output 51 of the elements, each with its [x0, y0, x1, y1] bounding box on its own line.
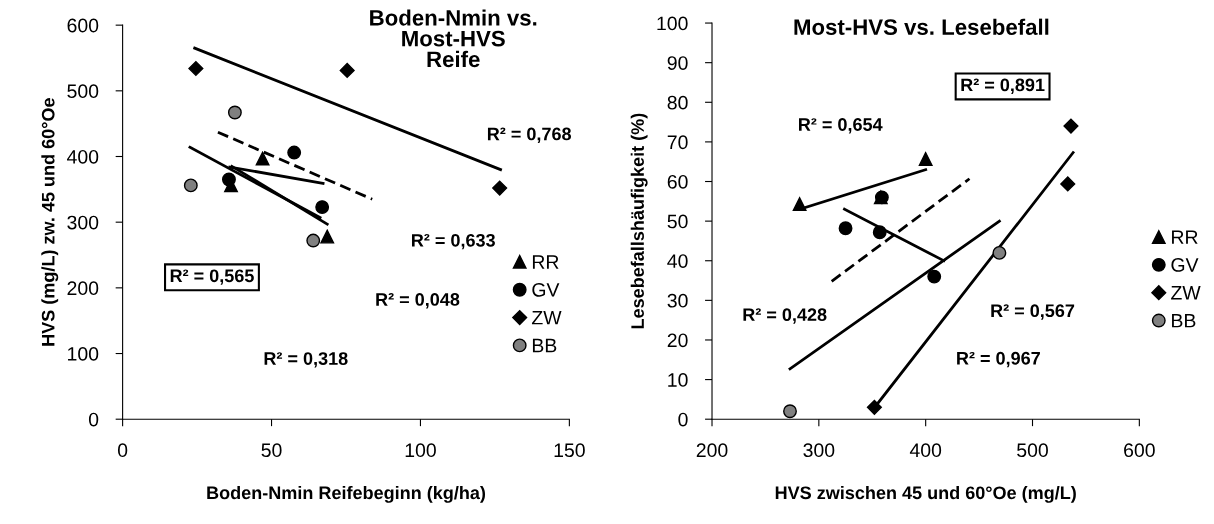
y-tick-label: 400: [67, 149, 99, 164]
y-tick-label: 500: [67, 84, 99, 99]
y-tick-label: 20: [667, 333, 688, 348]
chart-title: Boden-Nmin vs. Most-HVS Reife: [370, 9, 537, 68]
y-tick-label: 100: [68, 346, 99, 361]
y-tick-label: 70: [667, 135, 688, 150]
x-tick-label: 0: [117, 443, 128, 458]
annotation: R² = 0,891: [961, 78, 1045, 94]
legend-label: ZW: [531, 311, 562, 325]
x-tick-label: 400: [909, 443, 942, 458]
legend-label: BB: [532, 338, 557, 353]
x-tick-label: 600: [1124, 443, 1155, 458]
y-tick-label: 600: [67, 18, 99, 33]
x-tick-label: 100: [405, 443, 436, 458]
y-tick-label: 100: [657, 16, 688, 31]
annotation: R² = 0,318: [264, 352, 348, 368]
y-tick-label: 80: [667, 95, 688, 110]
legend-label: BB: [1172, 313, 1196, 328]
y-tick-label: 40: [667, 254, 688, 268]
y-tick-label: 60: [667, 174, 688, 189]
legend-label: RR: [532, 255, 559, 269]
y-tick-label: 90: [667, 56, 688, 70]
legend-label: GV: [532, 282, 560, 297]
y-tick-label: 0: [678, 412, 688, 427]
y-tick-label: 200: [67, 281, 99, 296]
x-tick-label: 200: [696, 443, 728, 458]
x-tick-label: 500: [1017, 443, 1048, 458]
x-tick-label: 50: [261, 443, 282, 458]
y-tick-label: 50: [667, 214, 688, 229]
x-tick-label: 300: [803, 443, 835, 458]
annotation: R² = 0,768: [487, 127, 572, 143]
annotation: R² = 0,654: [799, 118, 883, 134]
legend-label: ZW: [1171, 286, 1201, 300]
y-axis-title: Lesebefallshäufigkeit (%): [630, 113, 648, 329]
annotation: R² = 0,048: [376, 293, 460, 309]
annotation: R² = 0,633: [412, 233, 495, 250]
y-tick-label: 10: [668, 373, 688, 387]
annotation: R² = 0,565: [170, 269, 254, 285]
y-tick-label: 0: [88, 412, 99, 427]
legend-label: GV: [1171, 258, 1199, 272]
legend-label: RR: [1172, 230, 1198, 244]
x-axis-title: Boden-Nmin Reifebeginn (kg/ha): [207, 485, 486, 503]
annotation: R² = 0,967: [957, 351, 1040, 368]
x-axis-title: HVS zwischen 45 und 60°Oe (mg/L): [775, 485, 1076, 503]
y-tick-label: 300: [67, 215, 99, 230]
y-axis-title: HVS (mg/L) zw. 45 und 60°Oe: [41, 98, 59, 346]
x-tick-label: 150: [554, 443, 585, 458]
annotation: R² = 0,428: [743, 308, 827, 324]
annotation: R² = 0,567: [991, 304, 1075, 320]
y-tick-label: 30: [667, 293, 688, 308]
chart-title: Most-HVS vs. Lesebefall: [794, 18, 1049, 35]
